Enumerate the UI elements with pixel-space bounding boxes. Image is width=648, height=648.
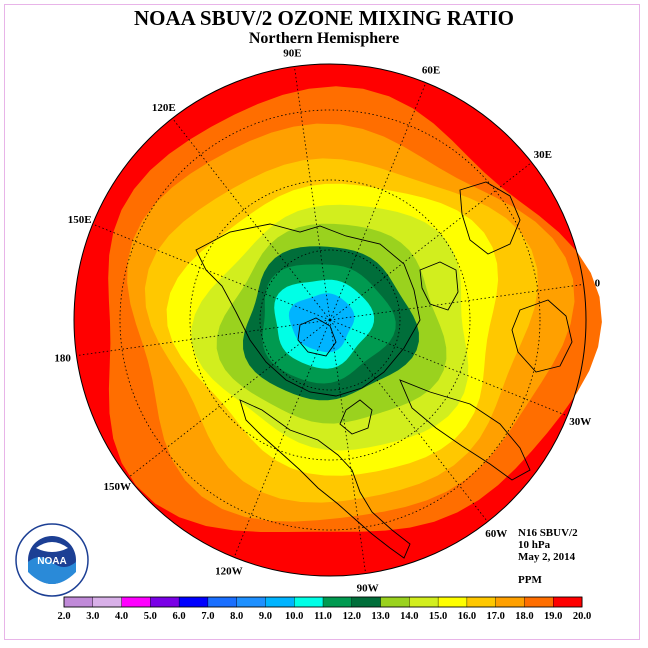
colorbar-tick-label: 6.0 xyxy=(173,611,186,622)
meridian-line xyxy=(329,319,568,417)
meridian-line xyxy=(329,162,532,321)
colorbar-cell xyxy=(351,596,382,608)
meridian-line xyxy=(329,319,488,522)
colorbar-cell xyxy=(207,596,238,608)
coastline-path xyxy=(399,379,531,481)
meridian-line xyxy=(233,319,331,558)
units-label: PPM xyxy=(518,574,542,586)
colorbar-tick-label: 5.0 xyxy=(144,611,157,622)
date-label: May 2, 2014 xyxy=(518,551,576,563)
coastline-path xyxy=(297,317,337,357)
colorbar-tick-label: 19.0 xyxy=(544,611,562,622)
longitude-label: 60E xyxy=(422,65,440,77)
latitude-circle xyxy=(259,249,401,391)
colorbar-tick-label: 16.0 xyxy=(458,611,476,622)
colorbar-cell xyxy=(150,596,180,608)
colorbar-cell xyxy=(466,596,497,608)
colorbar-tick-label: 7.0 xyxy=(201,611,214,622)
noaa-logo: NOAA xyxy=(15,523,89,597)
colorbar-tick-label: 13.0 xyxy=(371,611,389,622)
longitude-label: 150E xyxy=(68,214,92,226)
meridian-line xyxy=(128,319,331,478)
colorbar-cell xyxy=(495,596,525,608)
colorbar-tick-label: 17.0 xyxy=(487,611,505,622)
longitude-label: 90E xyxy=(283,48,301,60)
colorbar-tick-label: 14.0 xyxy=(400,611,418,622)
colorbar-tick-label: 12.0 xyxy=(343,611,361,622)
colorbar-cell xyxy=(63,596,94,608)
latitude-circle xyxy=(189,179,471,461)
colorbar-cell xyxy=(553,596,583,608)
longitude-label: 60W xyxy=(485,528,507,540)
meridian-line xyxy=(329,319,366,574)
colorbar-tick-label: 11.0 xyxy=(314,611,332,622)
colorbar-cell xyxy=(92,596,123,608)
colorbar-cell xyxy=(294,596,324,608)
colorbar-cell xyxy=(236,596,266,608)
colorbar-tick-label: 2.0 xyxy=(57,611,70,622)
longitude-label: 0 xyxy=(595,277,601,289)
colorbar-tick-label: 15.0 xyxy=(429,611,447,622)
longitude-labels: 90E 60E 30E 0 30W 60W 90W 120W 150W 180 150E 120E xyxy=(54,48,600,595)
colorbar-cell xyxy=(524,596,554,608)
latitude-circle xyxy=(119,109,541,531)
colorbar-tick-label: 20.0 xyxy=(573,611,591,622)
longitude-label: 120W xyxy=(215,565,243,577)
colorbar-cell xyxy=(322,596,353,608)
coastlines xyxy=(195,181,573,559)
colorbar-cell xyxy=(437,596,468,608)
meridian-line xyxy=(329,82,427,321)
coastline-path xyxy=(459,181,521,255)
coastline-path xyxy=(239,399,411,559)
longitude-label: 180 xyxy=(54,353,71,365)
meridian-line xyxy=(172,118,331,321)
colorbar-tick-label: 10.0 xyxy=(285,611,303,622)
coastline-path xyxy=(511,299,573,373)
longitude-label: 30W xyxy=(569,416,591,428)
longitude-label: 120E xyxy=(152,102,176,114)
longitude-label: 150W xyxy=(103,481,131,493)
graticule xyxy=(76,66,584,574)
colorbar-tick-label: 8.0 xyxy=(230,611,243,622)
map-title: NOAA SBUV/2 OZONE MIXING RATIO xyxy=(134,6,514,30)
colorbar-tick-label: 18.0 xyxy=(515,611,533,622)
map-subtitle: Northern Hemisphere xyxy=(248,30,400,47)
logo-text: NOAA xyxy=(37,556,66,567)
meridian-line xyxy=(92,223,331,321)
coastline-path xyxy=(195,223,421,397)
colorbar-cell xyxy=(178,596,209,608)
colorbar-outline xyxy=(63,596,583,608)
colorbar-tick-label: 3.0 xyxy=(86,611,99,622)
colorbar-cell xyxy=(409,596,439,608)
pressure-level-label: 10 hPa xyxy=(518,539,551,551)
coastline-path xyxy=(419,261,459,311)
meridian-line xyxy=(76,319,331,356)
colorbar-cell xyxy=(265,596,295,608)
meridian-line xyxy=(294,66,331,321)
meridian-line xyxy=(329,284,584,321)
longitude-label: 90W xyxy=(357,582,379,594)
colorbar-tick-label: 4.0 xyxy=(115,611,128,622)
colorbar-cell xyxy=(121,596,151,608)
colorbar-tick-label: 9.0 xyxy=(259,611,272,622)
image-frame xyxy=(4,4,640,640)
colorbar-cell xyxy=(380,596,410,608)
coastline-path xyxy=(339,399,373,435)
longitude-label: 30E xyxy=(534,149,552,161)
map-border xyxy=(73,63,587,577)
instrument-label: N16 SBUV/2 xyxy=(518,527,578,539)
ozone-band-8 xyxy=(288,293,355,353)
